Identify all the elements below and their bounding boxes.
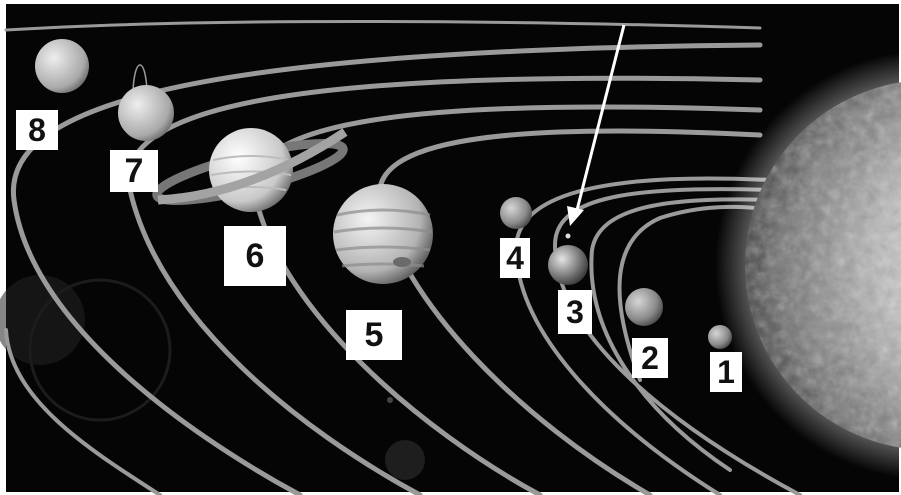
planet-1: [708, 325, 732, 349]
planet-label-5: 5: [346, 310, 402, 360]
planet-8: [35, 39, 89, 93]
planet-label-2: 2: [632, 338, 668, 378]
planet-4: [500, 197, 532, 229]
moon: [565, 233, 571, 239]
sun-texture: [745, 82, 901, 448]
planet-6-ring-front: [157, 128, 348, 205]
planet-7: [118, 85, 174, 141]
planet-label-3: 3: [558, 290, 592, 334]
planet-2: [625, 288, 663, 326]
lens-flare: [385, 440, 425, 480]
planet-label-1: 1: [710, 352, 742, 392]
planet-label-6: 6: [224, 226, 286, 286]
lens-flare: [0, 275, 85, 365]
planet-label-7: 7: [110, 150, 158, 192]
planet-5-bands: [333, 208, 433, 268]
great-red-spot: [393, 257, 411, 267]
lens-flare-ring: [28, 278, 172, 422]
planet-3: [548, 245, 588, 285]
arrow-line: [574, 24, 626, 215]
arrow-head: [567, 206, 584, 226]
orbit-8: [10, 42, 763, 495]
planet-5: [333, 184, 433, 284]
orbit-outer-top: [4, 20, 762, 32]
orbit-outer: [4, 328, 162, 495]
planet-label-8: 8: [16, 110, 58, 150]
orbit-2: [589, 197, 772, 472]
lens-flare-dot: [387, 397, 393, 403]
planet-label-4: 4: [500, 238, 530, 278]
